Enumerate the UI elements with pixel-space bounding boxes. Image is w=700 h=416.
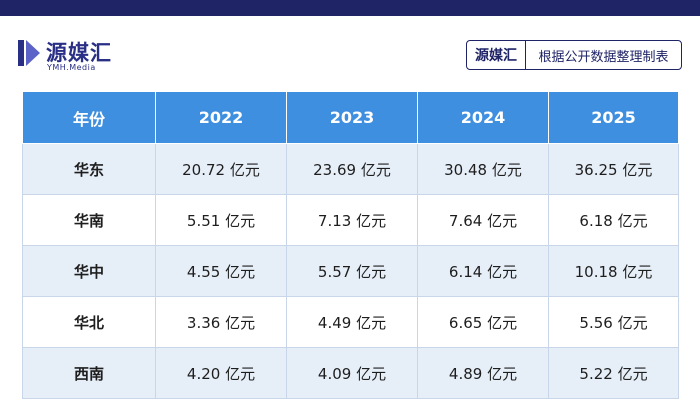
value-cell: 6.65 亿元 xyxy=(417,296,549,348)
logo-mark-icon xyxy=(18,40,40,66)
value-cell: 23.69 亿元 xyxy=(286,143,418,195)
value-cell: 4.49 亿元 xyxy=(286,296,418,348)
header-cell-2022: 2022 xyxy=(155,91,287,144)
region-cell: 华东 xyxy=(22,143,156,195)
brand-name: 源媒汇 xyxy=(46,41,112,65)
value-cell: 4.20 亿元 xyxy=(155,347,287,399)
region-cell: 西南 xyxy=(22,347,156,399)
region-cell: 华北 xyxy=(22,296,156,348)
value-cell: 5.57 亿元 xyxy=(286,245,418,297)
value-cell: 36.25 亿元 xyxy=(548,143,679,195)
value-cell: 6.18 亿元 xyxy=(548,194,679,246)
top-banner-bar xyxy=(0,0,700,16)
data-table: 年份 2022 2023 2024 2025 华东 20.72 亿元 23.69… xyxy=(22,91,679,399)
table-header-row: 年份 2022 2023 2024 2025 xyxy=(22,91,679,144)
value-cell: 10.18 亿元 xyxy=(548,245,679,297)
value-cell: 4.89 亿元 xyxy=(417,347,549,399)
value-cell: 4.55 亿元 xyxy=(155,245,287,297)
source-brand: 源媒汇 xyxy=(467,41,526,69)
value-cell: 6.14 亿元 xyxy=(417,245,549,297)
table-row: 西南 4.20 亿元 4.09 亿元 4.89 亿元 5.22 亿元 xyxy=(22,347,679,399)
header-cell-2023: 2023 xyxy=(286,91,418,144)
region-cell: 华中 xyxy=(22,245,156,297)
value-cell: 7.13 亿元 xyxy=(286,194,418,246)
value-cell: 20.72 亿元 xyxy=(155,143,287,195)
value-cell: 30.48 亿元 xyxy=(417,143,549,195)
header-cell-year: 年份 xyxy=(22,91,156,144)
header-cell-2024: 2024 xyxy=(417,91,549,144)
brand-logo: 源媒汇 YMH.Media xyxy=(18,36,138,76)
value-cell: 5.51 亿元 xyxy=(155,194,287,246)
value-cell: 4.09 亿元 xyxy=(286,347,418,399)
table-row: 华东 20.72 亿元 23.69 亿元 30.48 亿元 36.25 亿元 xyxy=(22,143,679,195)
value-cell: 5.22 亿元 xyxy=(548,347,679,399)
region-cell: 华南 xyxy=(22,194,156,246)
source-note: 根据公开数据整理制表 xyxy=(538,49,669,65)
value-cell: 7.64 亿元 xyxy=(417,194,549,246)
header-cell-2025: 2025 xyxy=(548,91,679,144)
value-cell: 3.36 亿元 xyxy=(155,296,287,348)
source-tag: 源媒汇 根据公开数据整理制表 xyxy=(466,40,682,70)
brand-name-en: YMH.Media xyxy=(47,63,96,72)
table-row: 华北 3.36 亿元 4.49 亿元 6.65 亿元 5.56 亿元 xyxy=(22,296,679,348)
table-row: 华南 5.51 亿元 7.13 亿元 7.64 亿元 6.18 亿元 xyxy=(22,194,679,246)
table-row: 华中 4.55 亿元 5.57 亿元 6.14 亿元 10.18 亿元 xyxy=(22,245,679,297)
value-cell: 5.56 亿元 xyxy=(548,296,679,348)
